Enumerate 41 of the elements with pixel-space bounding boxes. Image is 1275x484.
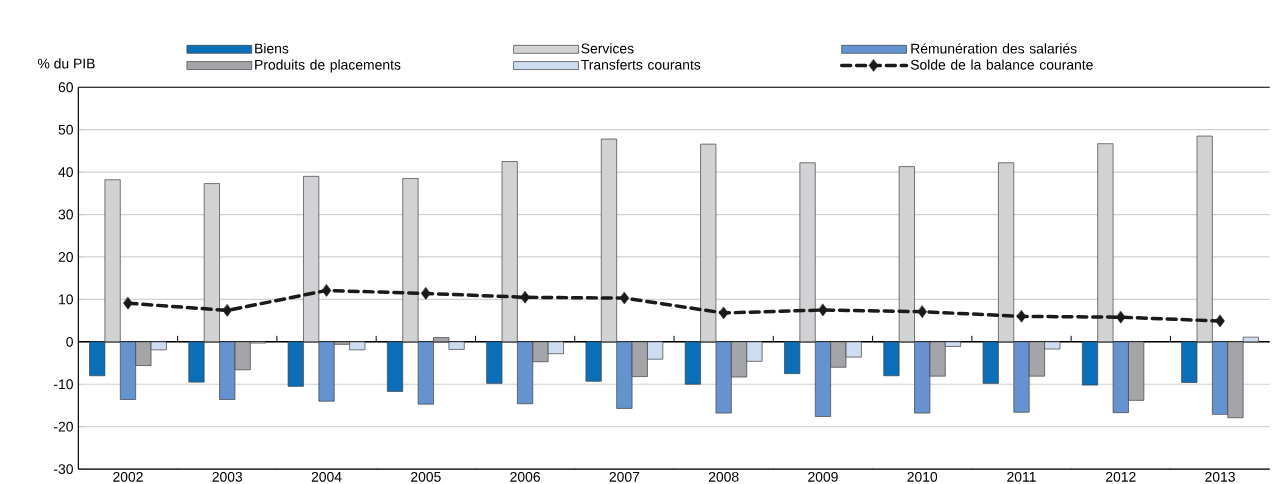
y-tick-label: 50 <box>58 124 73 135</box>
x-tick-label: 2010 <box>907 472 938 483</box>
x-tick-label: 2006 <box>510 472 540 483</box>
legend-label: Rémunération des salariés <box>911 43 1077 54</box>
x-tick-label: 2013 <box>1205 472 1235 483</box>
legend-label: Produits de placements <box>255 59 401 73</box>
x-tick-label: 2008 <box>708 472 739 483</box>
y-tick-label: 40 <box>58 167 73 178</box>
y-tick-label: 10 <box>59 294 73 305</box>
point <box>520 291 530 304</box>
legend-label: Transferts courants <box>581 59 701 70</box>
point <box>222 304 232 317</box>
point <box>421 287 431 300</box>
point <box>1016 310 1027 323</box>
point <box>1116 311 1126 324</box>
y-tick-label: -30 <box>54 464 73 475</box>
y-tick-label: -10 <box>54 379 73 390</box>
y-tick-label: 0 <box>66 337 73 347</box>
x-tick-label: 2002 <box>113 472 143 483</box>
x-tick-label: 2005 <box>411 472 441 483</box>
x-tick-label: 2003 <box>212 472 243 483</box>
point <box>1215 315 1225 328</box>
x-tick-label: 2009 <box>808 472 838 483</box>
x-tick-label: 2007 <box>609 472 640 483</box>
x-tick-label: 2012 <box>1106 472 1136 483</box>
point <box>123 297 133 310</box>
x-tick-label: 2011 <box>1007 472 1036 483</box>
point <box>917 305 927 319</box>
point <box>321 284 332 297</box>
y-tick-label: 20 <box>58 252 73 263</box>
y-axis-title: % du PIB <box>37 58 95 69</box>
y-tick-label: 30 <box>58 209 73 220</box>
x-tick-label: 2004 <box>311 472 342 483</box>
point <box>619 292 630 305</box>
y-tick-label: 60 <box>58 82 73 93</box>
point <box>818 304 828 317</box>
legend-label: Biens <box>255 43 289 54</box>
y-tick-label: -20 <box>54 421 73 432</box>
legend-label: Services <box>581 43 634 54</box>
legend-label: Solde de la balance courante <box>910 59 1093 70</box>
point <box>718 306 729 320</box>
